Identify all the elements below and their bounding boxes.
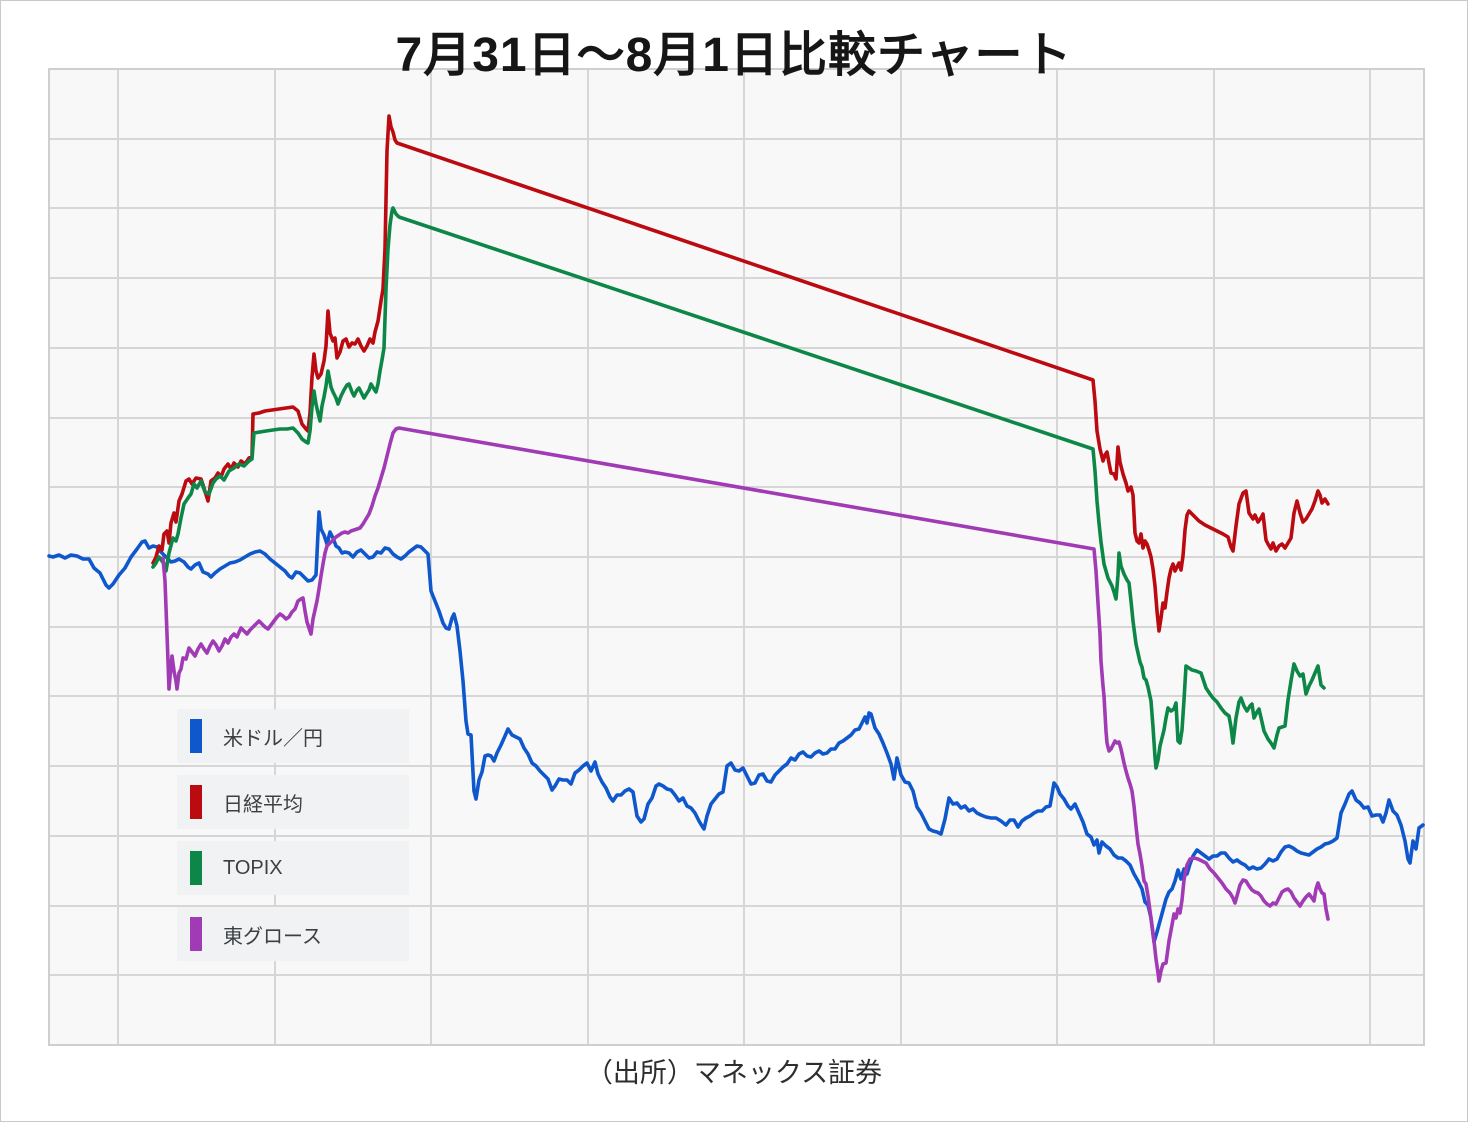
legend-item-topix: TOPIX [177, 841, 409, 895]
chart-title: 7月31日〜8月1日比較チャート [395, 29, 1073, 82]
chart-legend: 米ドル／円 日経平均 TOPIX 東グロース [177, 709, 409, 973]
legend-label-growth: 東グロース [223, 925, 322, 948]
legend-item-growth: 東グロース [177, 907, 409, 961]
legend-label-usdjpy: 米ドル／円 [223, 727, 323, 750]
source-caption: （出所）マネックス証券 [585, 1058, 883, 1088]
legend-label-topix: TOPIX [223, 856, 283, 879]
legend-label-nikkei: 日経平均 [223, 793, 303, 816]
series-line-topix [151, 206, 1326, 770]
series-line-growth [161, 426, 1330, 983]
nikkei-swatch-icon [190, 785, 202, 819]
topix-swatch-icon [190, 851, 202, 885]
legend-item-nikkei: 日経平均 [177, 775, 409, 829]
growth-swatch-icon [190, 917, 202, 951]
legend-item-usdjpy: 米ドル／円 [177, 709, 409, 763]
usdjpy-swatch-icon [190, 719, 202, 753]
series-line-usdjpy [47, 510, 1425, 944]
